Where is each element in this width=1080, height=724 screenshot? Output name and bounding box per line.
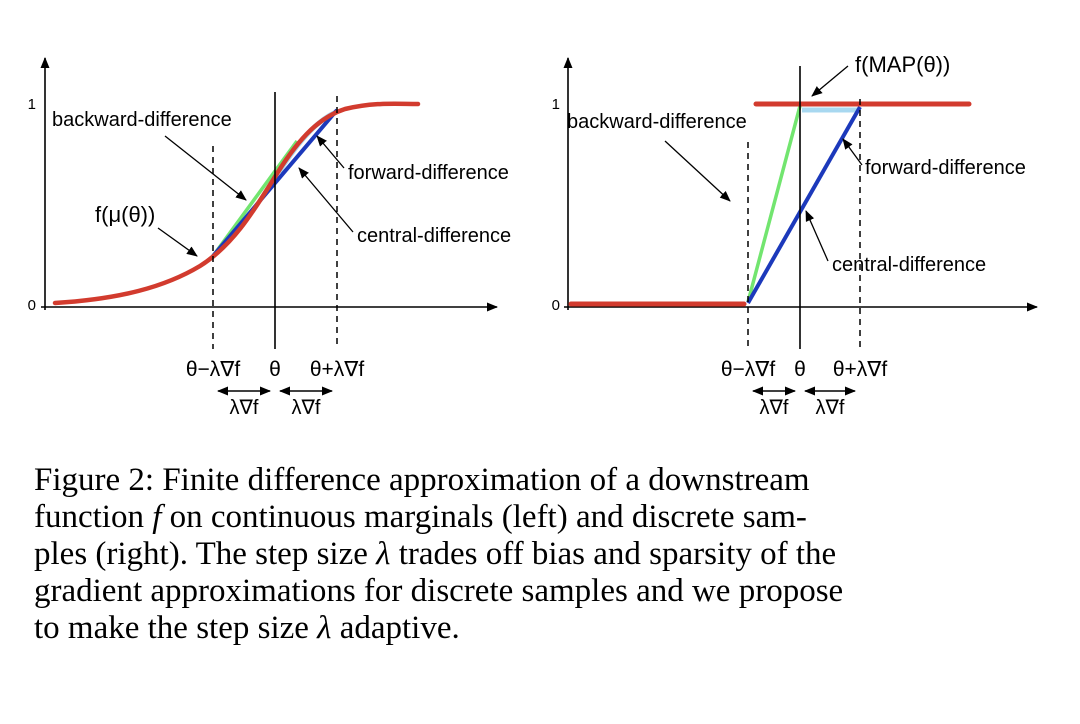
right-central-arrow bbox=[805, 210, 829, 262]
caption-line: to make the step size λ adaptive. bbox=[34, 610, 460, 646]
left-x-label-theta-plus: θ+λ∇f bbox=[310, 358, 364, 381]
caption-line: Figure 2: Finite difference approximatio… bbox=[34, 462, 810, 498]
left-backward-arrow bbox=[164, 135, 247, 201]
left-forward-arrow bbox=[316, 135, 345, 169]
left-backward-label: backward-difference bbox=[52, 109, 232, 131]
left-central-label: central-difference bbox=[357, 225, 511, 247]
right-x-label-theta-minus: θ−λ∇f bbox=[721, 358, 775, 381]
right-central-difference-line bbox=[746, 106, 862, 304]
right-map-label: f(MAP(θ)) bbox=[855, 52, 950, 77]
left-x-label-theta-minus: θ−λ∇f bbox=[186, 358, 240, 381]
left-tick-one: 1 bbox=[28, 96, 36, 113]
left-curve-arrow bbox=[157, 227, 198, 257]
right-map-arrow bbox=[811, 65, 849, 97]
left-x-label-theta: θ bbox=[269, 358, 281, 381]
right-tick-zero: 0 bbox=[552, 297, 560, 314]
right-forward-label: forward-difference bbox=[865, 157, 1026, 179]
right-x-label-theta-plus: θ+λ∇f bbox=[833, 358, 887, 381]
figure-panels: 1 0 backward-difference f(μ(θ)) forward-… bbox=[28, 52, 1038, 419]
left-step-label-left: λ∇f bbox=[230, 397, 259, 419]
right-step-label-left: λ∇f bbox=[760, 397, 789, 419]
right-plot: 1 0 f(MAP(θ)) backward-difference forwar… bbox=[552, 52, 1038, 419]
right-step-label-right: λ∇f bbox=[816, 397, 845, 419]
right-backward-label: backward-difference bbox=[567, 111, 747, 133]
left-plot: 1 0 backward-difference f(μ(θ)) forward-… bbox=[28, 57, 511, 419]
right-backward-difference-line bbox=[746, 105, 802, 303]
right-forward-arrow bbox=[842, 138, 863, 166]
right-backward-arrow bbox=[664, 140, 731, 202]
right-tick-one: 1 bbox=[552, 96, 560, 113]
left-sigmoid-curve bbox=[52, 101, 421, 306]
left-central-arrow bbox=[298, 167, 354, 233]
right-central-label: central-difference bbox=[832, 254, 986, 276]
figure-caption: Figure 2: Finite difference approximatio… bbox=[34, 462, 1050, 647]
caption-line: ples (right). The step size λ trades off… bbox=[34, 536, 837, 572]
caption-line: gradient approximations for discrete sam… bbox=[34, 573, 844, 609]
left-curve-label: f(μ(θ)) bbox=[95, 202, 155, 227]
left-tick-zero: 0 bbox=[28, 297, 36, 314]
caption-line: function f on continuous marginals (left… bbox=[34, 499, 807, 535]
right-x-label-theta: θ bbox=[794, 358, 806, 381]
left-step-label-right: λ∇f bbox=[292, 397, 321, 419]
left-forward-label: forward-difference bbox=[348, 162, 509, 184]
